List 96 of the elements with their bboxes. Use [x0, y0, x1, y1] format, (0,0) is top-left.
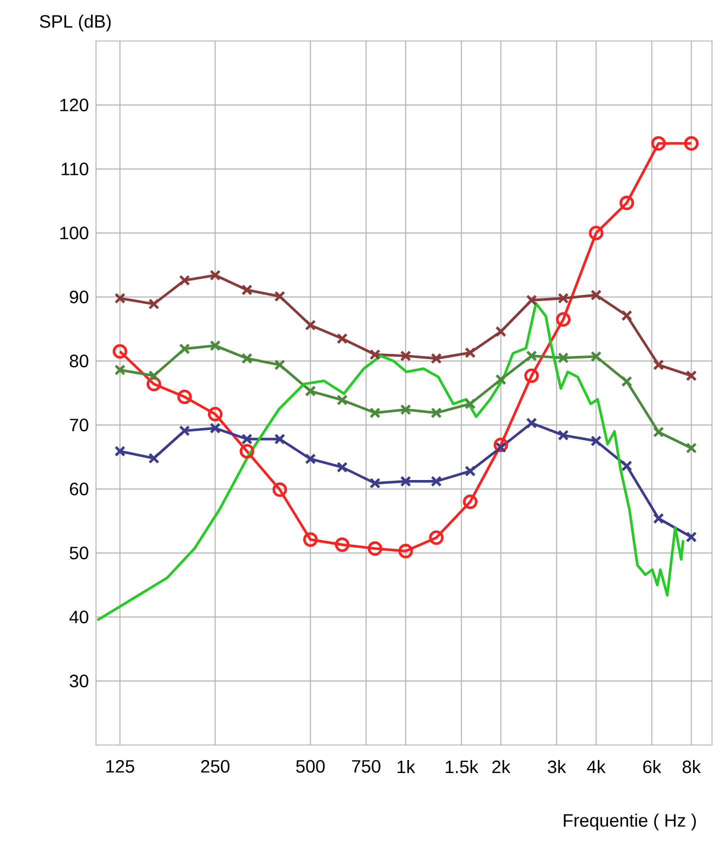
- point: [304, 453, 316, 464]
- point: [114, 292, 126, 304]
- point: [179, 274, 190, 286]
- point: [241, 434, 252, 445]
- point: [274, 434, 286, 445]
- point: [274, 290, 286, 302]
- point: [590, 290, 602, 301]
- x-tick-label: 250: [201, 760, 230, 773]
- point: [272, 482, 288, 497]
- point: [430, 476, 442, 487]
- point: [430, 407, 442, 418]
- x-axis-title: Frequentie ( Hz ): [564, 814, 696, 830]
- point: [652, 512, 664, 524]
- point: [177, 390, 192, 404]
- point: [556, 312, 571, 327]
- point: [210, 340, 221, 352]
- point: [304, 320, 316, 331]
- point: [304, 386, 316, 397]
- point: [303, 532, 318, 547]
- point: [558, 292, 569, 304]
- y-tick-label: 40: [69, 610, 88, 624]
- point: [148, 298, 160, 310]
- point: [495, 374, 506, 386]
- point: [590, 435, 602, 447]
- point: [148, 370, 160, 382]
- y-tick-label: 70: [70, 418, 88, 432]
- point: [526, 418, 538, 429]
- point: [621, 310, 632, 322]
- point: [179, 425, 190, 436]
- point: [464, 398, 476, 410]
- point: [240, 444, 254, 459]
- point: [179, 343, 190, 354]
- point: [686, 531, 697, 543]
- point: [114, 446, 126, 457]
- y-tick-label: 80: [70, 354, 88, 368]
- point: [210, 422, 221, 434]
- y-tick-label: 30: [70, 674, 88, 688]
- point: [398, 544, 413, 558]
- y-tick-label: 90: [70, 290, 88, 304]
- point: [274, 359, 286, 370]
- x-tick-label: 1.5k: [446, 760, 478, 774]
- point: [588, 226, 604, 240]
- point: [652, 359, 664, 370]
- point: [621, 376, 632, 387]
- point: [400, 350, 412, 362]
- point: [208, 406, 222, 422]
- point: [686, 370, 697, 382]
- x-tick-label: 4k: [587, 760, 606, 774]
- point: [241, 284, 252, 296]
- point: [148, 452, 160, 464]
- point: [619, 196, 634, 210]
- point: [524, 368, 539, 383]
- point: [369, 407, 381, 418]
- point: [400, 476, 412, 487]
- point: [464, 347, 476, 358]
- point: [462, 494, 478, 510]
- point: [590, 350, 602, 362]
- point: [114, 364, 126, 376]
- x-tick-label: 2k: [492, 760, 510, 774]
- y-tick-label: 110: [62, 162, 88, 176]
- point: [400, 404, 412, 416]
- point: [686, 442, 697, 454]
- x-tick-label: 750: [352, 760, 380, 773]
- point: [430, 352, 442, 364]
- y-tick-label: 60: [70, 482, 88, 496]
- point: [526, 350, 538, 362]
- point: [526, 294, 538, 306]
- x-tick-label: 3k: [548, 760, 566, 774]
- x-tick-label: 1k: [398, 760, 416, 774]
- point: [336, 333, 348, 344]
- point: [651, 136, 666, 151]
- x-tick-label: 125: [106, 760, 134, 773]
- point: [429, 530, 444, 545]
- point: [112, 344, 128, 359]
- x-tick-label: 500: [296, 760, 325, 773]
- point: [241, 352, 252, 364]
- x-tick-label: 6k: [643, 760, 662, 774]
- point: [558, 430, 569, 441]
- point: [368, 541, 382, 556]
- y-tick-label: 50: [70, 546, 88, 560]
- point: [621, 460, 632, 472]
- point: [334, 537, 350, 552]
- point: [684, 136, 699, 151]
- point: [336, 462, 348, 473]
- y-tick-label: 120: [60, 98, 88, 112]
- point: [336, 394, 348, 406]
- point: [652, 426, 664, 438]
- y-axis-title: SPL (dB): [40, 14, 111, 32]
- point: [369, 349, 381, 360]
- point: [464, 466, 476, 477]
- point: [369, 478, 381, 489]
- x-tick-label: 8k: [682, 760, 701, 774]
- y-tick-label: 100: [60, 226, 88, 240]
- point: [558, 352, 569, 364]
- point: [495, 326, 506, 338]
- point: [210, 270, 221, 281]
